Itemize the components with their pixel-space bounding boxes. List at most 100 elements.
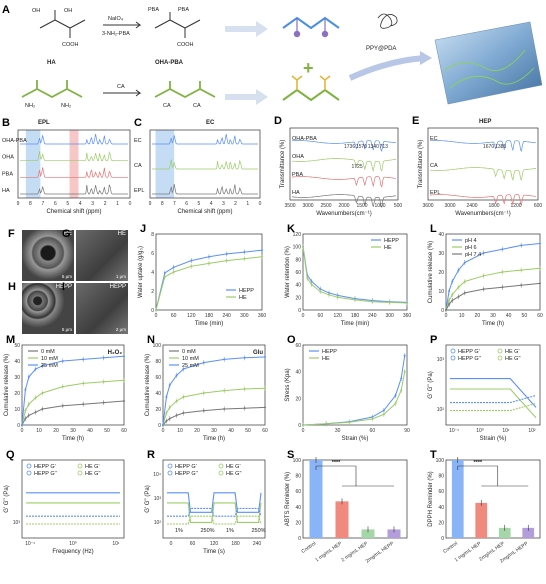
y-tick-label: 10³ (154, 496, 162, 502)
data-point (448, 290, 451, 292)
data-point (371, 418, 374, 420)
ha-oh-left: OH (32, 8, 40, 14)
chart-k: K Time (min) Water retention (%) 0 60 120 180 2… (285, 223, 411, 327)
legend-swatch (26, 463, 32, 469)
x-tick-label: 2000 (338, 203, 349, 209)
category-label: Control (300, 541, 317, 555)
green-polymer-chain (282, 88, 340, 102)
series-line (302, 371, 406, 426)
sem-sample-label: HEPP (109, 284, 126, 290)
panel-label-n: N (147, 334, 155, 346)
purple-polymer-chain (282, 16, 340, 30)
plot-frame (445, 344, 541, 426)
x-tick-label: 10⁰ (69, 541, 77, 547)
x-tick-label: 0 (170, 541, 173, 547)
legend-label: 10 mM (182, 356, 199, 362)
data-point (223, 408, 226, 410)
bar (475, 502, 488, 538)
x-tick-label: 3600 (422, 203, 433, 209)
series-line (302, 246, 408, 304)
data-point (445, 309, 447, 311)
data-point (61, 404, 64, 407)
x-tick-label: 2400 (466, 203, 477, 209)
spectrum-label: EC (134, 138, 142, 144)
data-point (243, 257, 246, 260)
yellow-pendant-1 (291, 75, 303, 90)
panel-d: D OHA-PBA OHA PBA HA 1736 1570 1340 713 1725 3500 3… (274, 115, 402, 217)
y-tick-label: 0 (298, 423, 301, 429)
y-tick-label: 120 (293, 232, 302, 238)
series-line (162, 406, 266, 426)
x-tick-label: 20 (53, 428, 59, 434)
data-point (451, 293, 454, 296)
oha-pba-pba-right: PBA (178, 7, 189, 13)
panel-label-h: H (8, 281, 16, 293)
data-point (501, 271, 504, 273)
sem-scale-bar: 1 μm (115, 274, 126, 279)
data-point (168, 406, 171, 409)
bar (361, 529, 375, 538)
x-tick-label: 6 (185, 201, 188, 207)
data-point (27, 414, 30, 417)
x-tick-label: 300 (240, 313, 249, 319)
peak-label: 1670 (483, 144, 494, 150)
y-axis-label: Transmittance (%) (280, 140, 286, 189)
panel-label-c: C (134, 117, 142, 129)
legend-label: pH 6 (465, 245, 477, 251)
x-tick-label: 5 (66, 201, 69, 207)
spectrum-label: OHA (2, 155, 14, 161)
oha-pba-label: OHA-PBA (155, 60, 184, 66)
legend-swatch (167, 470, 173, 476)
block-arrow-2 (225, 89, 268, 105)
chart-title: H₂O₂ (108, 350, 123, 356)
x-tick-label: 1 (116, 201, 119, 207)
data-point (382, 413, 385, 416)
ec-structure (154, 81, 216, 99)
data-point (451, 280, 454, 283)
y-tick-label: 100 (293, 245, 302, 251)
ppy-tangle (377, 13, 398, 29)
data-point (539, 282, 541, 285)
series-line (450, 388, 537, 419)
significance-marker: **** (332, 460, 341, 466)
legend-label: HEPP (384, 238, 399, 244)
panel-c: C EC CA EPL 9 8 7 6 5 4 3 2 1 0 Chemical shift (ppm) (134, 117, 262, 215)
purple-bead-1 (293, 30, 301, 38)
y-tick-label: 10³ (13, 520, 21, 526)
x-tick-label: 50 (522, 313, 528, 319)
y-tick-label: 10 (438, 289, 444, 295)
y-tick-label: 20 (438, 270, 444, 276)
data-point (225, 252, 228, 255)
y-tick-label: 80 (438, 474, 444, 480)
data-point (520, 244, 523, 247)
spectrum-label: EPL (430, 190, 440, 196)
legend-label: HE G'' (85, 471, 101, 477)
legend-swatch (497, 348, 503, 354)
highlight-band (25, 130, 41, 198)
y-tick-label: 60 (295, 489, 301, 495)
data-point (394, 402, 397, 405)
arrow-ca (103, 89, 142, 97)
panel-label-p: P (430, 334, 437, 346)
x-tick-label: 5 (197, 201, 200, 207)
panel-label-l: L (430, 223, 437, 235)
legend-label: HEPP (239, 288, 254, 294)
x-tick-label: 2 (104, 201, 107, 207)
legend-swatch (167, 463, 173, 469)
strain-annotation: 250% (252, 528, 266, 534)
bar (335, 501, 349, 538)
x-tick-label: 240 (222, 313, 231, 319)
spectrum-ec (152, 133, 258, 145)
data-point (34, 368, 37, 370)
data-point (394, 394, 397, 397)
data-point (325, 422, 328, 425)
data-point (310, 283, 313, 286)
x-tick-label: 60 (318, 313, 324, 319)
plot-frame (302, 233, 408, 311)
spectrum-oha (20, 151, 128, 162)
series-line (167, 492, 262, 513)
strain-annotation: 1% (175, 528, 183, 534)
data-point (520, 269, 523, 272)
spectrum-frame (149, 129, 261, 199)
y-tick-label: 10² (154, 520, 162, 526)
